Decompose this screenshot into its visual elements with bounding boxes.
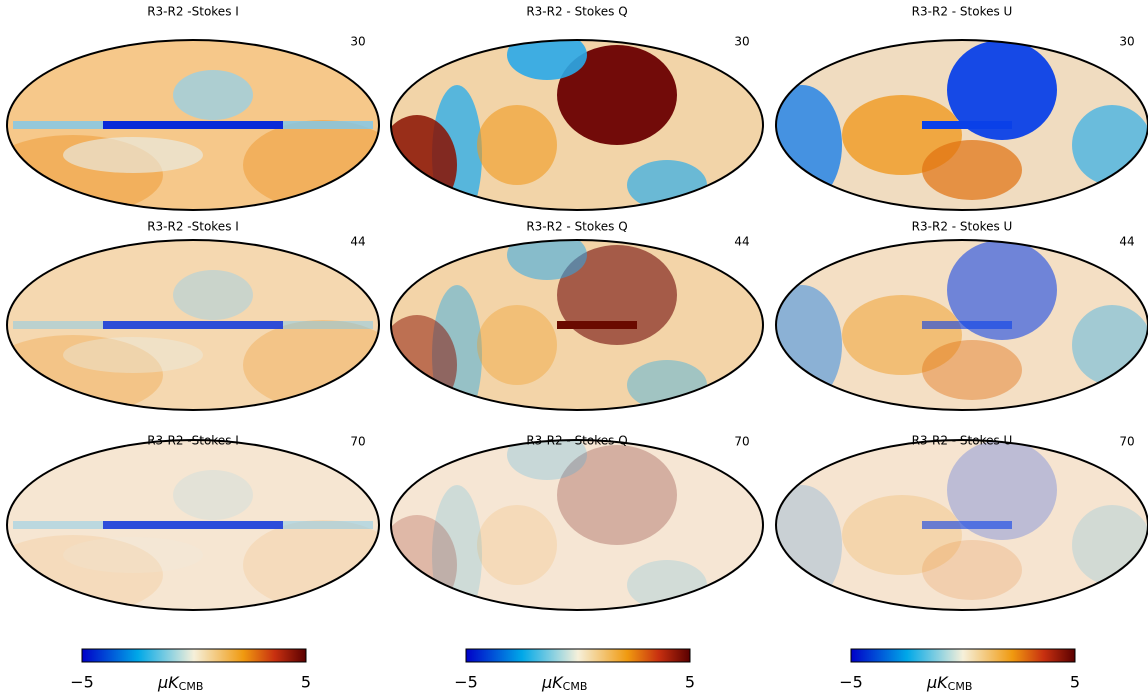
unit: μK bbox=[157, 673, 180, 692]
galactic-plane bbox=[922, 121, 1012, 129]
colorbar-unit: μKCMB bbox=[541, 673, 587, 694]
colorbar bbox=[850, 648, 1076, 663]
map-outline bbox=[390, 39, 764, 211]
map-feature bbox=[627, 160, 707, 210]
galactic-plane bbox=[103, 321, 283, 329]
map-feature bbox=[557, 445, 677, 545]
map-feature bbox=[391, 315, 457, 410]
map bbox=[776, 240, 1148, 410]
frequency-label: 30 bbox=[1119, 35, 1134, 49]
map-feature bbox=[477, 105, 557, 185]
colorbar-max: 5 bbox=[1070, 673, 1080, 692]
colorbar-max: 5 bbox=[685, 673, 695, 692]
map-feature bbox=[627, 560, 707, 610]
galactic-plane bbox=[557, 321, 637, 329]
map-feature bbox=[507, 240, 587, 280]
map-feature bbox=[842, 495, 962, 575]
map-feature bbox=[947, 40, 1057, 140]
map-feature bbox=[477, 305, 557, 385]
frequency-label: 44 bbox=[350, 235, 365, 249]
unit: μK bbox=[926, 673, 949, 692]
colorbar-unit: μKCMB bbox=[926, 673, 972, 694]
panel-title: R3-R2 -Stokes I bbox=[147, 5, 239, 19]
map bbox=[7, 40, 379, 210]
map-feature bbox=[776, 485, 842, 605]
map-feature bbox=[63, 137, 203, 173]
map bbox=[7, 240, 379, 410]
map-outline bbox=[775, 39, 1148, 211]
panel-title: R3-R2 -Stokes I bbox=[147, 434, 239, 448]
galactic-plane bbox=[103, 121, 283, 129]
frequency-label: 44 bbox=[734, 235, 749, 249]
map-feature bbox=[391, 515, 457, 610]
galactic-plane bbox=[922, 521, 1012, 529]
map-feature bbox=[776, 85, 842, 205]
map-feature bbox=[842, 295, 962, 375]
colorbar-unit: μKCMB bbox=[157, 673, 203, 694]
panel-title: R3-R2 -Stokes I bbox=[147, 220, 239, 234]
map-feature bbox=[557, 245, 677, 345]
frequency-label: 44 bbox=[1119, 235, 1134, 249]
colorbar-min: −5 bbox=[70, 673, 94, 692]
map-feature bbox=[173, 470, 253, 520]
map bbox=[776, 440, 1148, 610]
panel-title: R3-R2 - Stokes U bbox=[912, 220, 1013, 234]
map-base bbox=[391, 440, 763, 610]
map-outline bbox=[6, 39, 380, 211]
colorbar bbox=[465, 648, 691, 663]
galactic-plane bbox=[922, 321, 1012, 329]
map-outline bbox=[390, 439, 764, 611]
unit-subscript: CMB bbox=[948, 680, 973, 693]
map-outline bbox=[775, 439, 1148, 611]
map-feature bbox=[507, 40, 587, 80]
map-feature bbox=[947, 240, 1057, 340]
map-feature bbox=[63, 337, 203, 373]
map-feature bbox=[776, 285, 842, 405]
frequency-label: 70 bbox=[734, 435, 749, 449]
panel-title: R3-R2 - Stokes Q bbox=[526, 5, 627, 19]
map bbox=[776, 40, 1148, 210]
map-feature bbox=[173, 270, 253, 320]
colorbar-max: 5 bbox=[301, 673, 311, 692]
map bbox=[391, 240, 763, 410]
map bbox=[391, 40, 763, 210]
panel-title: R3-R2 - Stokes Q bbox=[526, 434, 627, 448]
map-feature bbox=[922, 340, 1022, 400]
map bbox=[391, 440, 763, 610]
frequency-label: 30 bbox=[734, 35, 749, 49]
map-feature bbox=[63, 537, 203, 573]
panel-title: R3-R2 - Stokes U bbox=[912, 5, 1013, 19]
map-outline bbox=[6, 239, 380, 411]
map-outline bbox=[390, 239, 764, 411]
map-feature bbox=[922, 140, 1022, 200]
map-feature bbox=[557, 45, 677, 145]
colorbar-min: −5 bbox=[839, 673, 863, 692]
map-feature bbox=[627, 360, 707, 410]
frequency-label: 70 bbox=[1119, 435, 1134, 449]
frequency-label: 70 bbox=[350, 435, 365, 449]
map-feature bbox=[477, 505, 557, 585]
panel-title: R3-R2 - Stokes Q bbox=[526, 220, 627, 234]
map-feature bbox=[391, 115, 457, 210]
map-feature bbox=[947, 440, 1057, 540]
colorbar bbox=[81, 648, 307, 663]
map-feature bbox=[922, 540, 1022, 600]
colorbar-min: −5 bbox=[454, 673, 478, 692]
frequency-label: 30 bbox=[350, 35, 365, 49]
map-outline bbox=[775, 239, 1148, 411]
panel-title: R3-R2 - Stokes U bbox=[912, 434, 1013, 448]
unit-subscript: CMB bbox=[179, 680, 204, 693]
unit: μK bbox=[541, 673, 564, 692]
map-outline bbox=[6, 439, 380, 611]
unit-subscript: CMB bbox=[563, 680, 588, 693]
map-feature bbox=[173, 70, 253, 120]
galactic-plane bbox=[103, 521, 283, 529]
